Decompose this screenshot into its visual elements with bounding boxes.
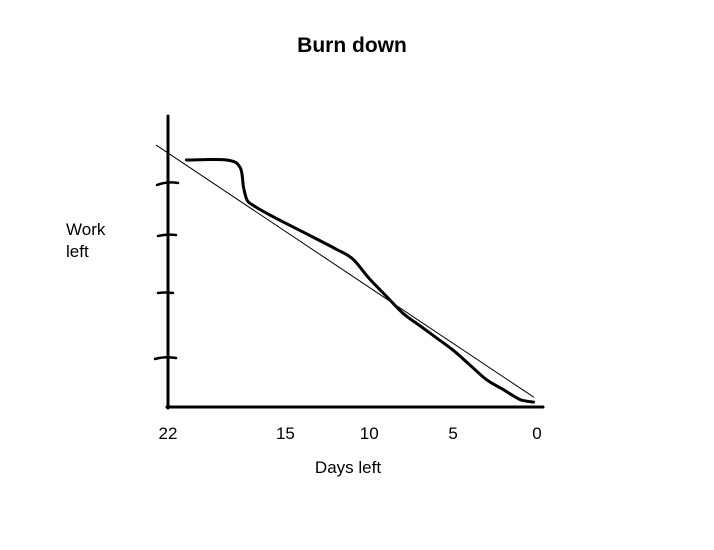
y-tick-mark-4 (153, 355, 178, 361)
y-axis-label-line-2: left (66, 242, 89, 261)
actual-work-line (184, 157, 536, 404)
x-tick-label-5: 5 (448, 424, 457, 443)
y-axis-label-line-1: Work (66, 220, 106, 239)
x-tick-label-0: 0 (532, 424, 541, 443)
chart-title: Burn down (297, 34, 407, 57)
y-tick-mark-1 (155, 181, 180, 187)
y-tick-mark-2 (156, 233, 178, 238)
x-tick-label-15: 15 (276, 424, 295, 443)
y-axis-label: Work left (66, 219, 105, 263)
x-tick-label-10: 10 (360, 424, 379, 443)
x-tick-label-22: 22 (159, 424, 178, 443)
y-tick-mark-3 (156, 291, 175, 295)
ideal-line (155, 144, 535, 398)
x-axis-label: Days left (314, 458, 382, 477)
